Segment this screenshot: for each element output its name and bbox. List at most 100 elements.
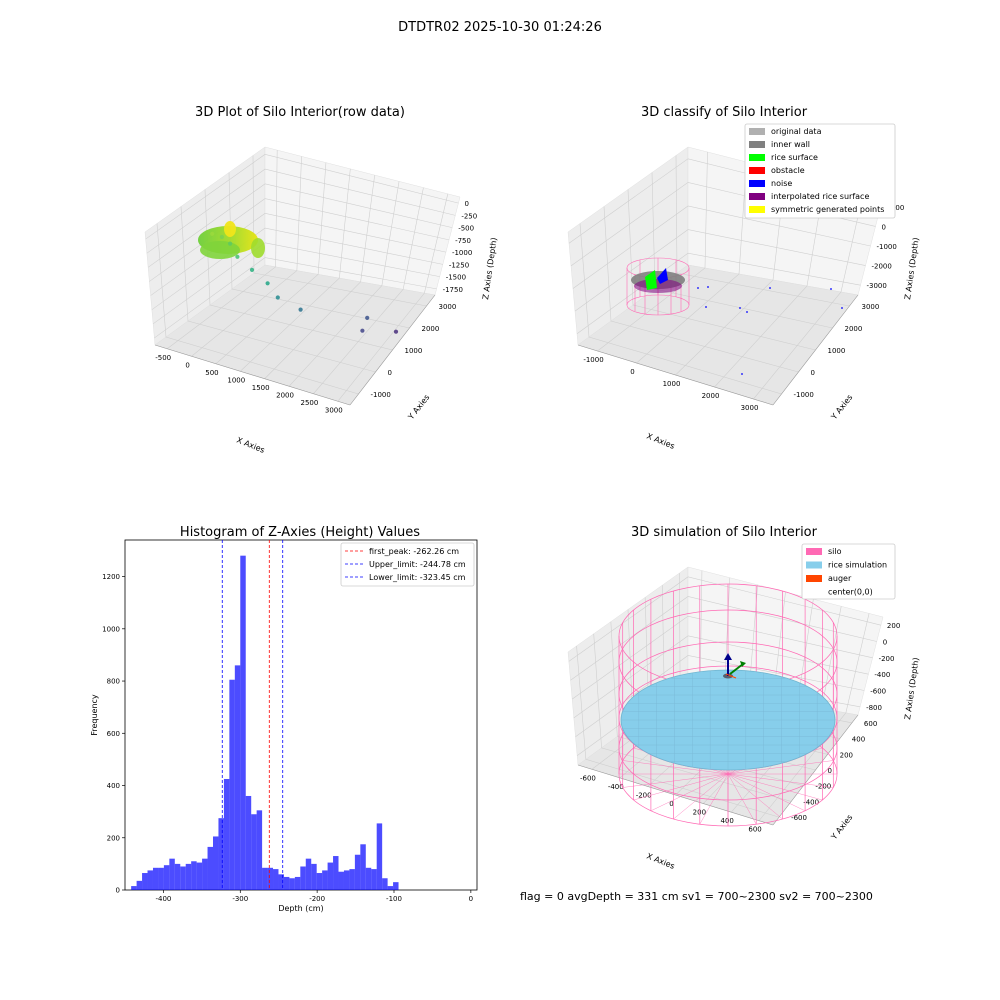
- z-tick-label: -250: [461, 212, 477, 220]
- histogram-bar: [300, 866, 306, 890]
- tick-labels: -400 -300 -200 -100 0 0 200 400 600 800 1000 1200: [102, 573, 473, 903]
- legend-swatch: [749, 180, 765, 187]
- scatter-point: [219, 234, 224, 240]
- silo-spoke: [727, 773, 823, 801]
- grid-line: [146, 168, 456, 254]
- grid-line: [150, 213, 447, 296]
- x-tick-label: 3000: [741, 404, 759, 412]
- z-tick-label: 0: [464, 200, 468, 208]
- y-axis-label: Y Axies: [829, 813, 855, 842]
- grid-line: [149, 198, 450, 282]
- panel-simulation-3d: 3D simulation of Silo Interior -600-400-…: [567, 525, 921, 871]
- legend: original data inner wall rice surface obsta…: [744, 123, 896, 219]
- y-tick-label: 1000: [405, 347, 423, 355]
- z-tick-label: -2000: [872, 263, 892, 271]
- legend-label: first_peak: -262.26 cm: [369, 547, 459, 556]
- y-tick-label: -200: [815, 783, 831, 791]
- histogram-bar: [169, 858, 175, 890]
- x-tick-label: 2500: [301, 399, 319, 407]
- y-tick-label: 1000: [102, 625, 120, 633]
- legend: first_peak: -262.26 cm Upper_limit: -244.…: [340, 542, 475, 587]
- y-tick-label: 1000: [828, 347, 846, 355]
- y-tick-label: 800: [107, 678, 120, 686]
- histogram-bar: [207, 846, 213, 890]
- histogram-bar: [131, 886, 137, 890]
- silo-spoke: [727, 760, 834, 775]
- grid-line: [151, 227, 443, 310]
- grid-line: [571, 615, 873, 700]
- grid-line: [574, 229, 866, 312]
- x-tick-label: -300: [232, 895, 248, 903]
- y-tick-label: 600: [864, 720, 877, 728]
- tick-labels: -600 -400 -200 0 200 400 600 -600 -400 -200 0 200 40…: [580, 622, 900, 834]
- grid-line: [240, 168, 351, 372]
- x-tick-label: 1000: [227, 376, 245, 384]
- z-tick-label: 1000: [887, 204, 905, 212]
- legend-label: auger: [828, 574, 852, 583]
- x-tick-label: 400: [721, 817, 734, 825]
- y-tick-label: 0: [388, 369, 392, 377]
- grid-line: [337, 193, 449, 402]
- x-tick-label: 0: [669, 800, 673, 808]
- grid-line: [313, 187, 424, 394]
- scatter-point: [249, 267, 255, 272]
- x-axis-label: Depth (cm): [278, 904, 323, 913]
- histogram-bar: [382, 878, 388, 890]
- z-tick-label: -1750: [443, 286, 463, 294]
- histogram-bar: [174, 863, 181, 890]
- z-tick-label: -1000: [877, 243, 897, 251]
- histogram-bar: [196, 862, 203, 890]
- z-axis-label: Z Axies (Depth): [481, 237, 499, 300]
- histogram-bar: [376, 823, 383, 890]
- plot-area: [124, 539, 478, 891]
- classified-points: [631, 268, 843, 375]
- x-tick-label: 1500: [252, 384, 270, 392]
- tick-labels: -1000 0 1000 2000 3000 -1000 0 1000 2000 3000 1000…: [583, 204, 904, 412]
- histogram-bar: [393, 882, 399, 890]
- grid-line: [154, 257, 437, 339]
- scatter-point: [235, 254, 240, 259]
- x-tick-label: -200: [309, 895, 325, 903]
- histogram-bar: [136, 880, 143, 890]
- scatter-point: [228, 241, 233, 246]
- scatter-point: [298, 307, 303, 312]
- z-tick-label: -1250: [449, 261, 469, 269]
- histogram-bar: [191, 861, 197, 890]
- z-tick-label: -600: [870, 688, 886, 696]
- z-tick-label: -200: [879, 655, 895, 663]
- histogram-bars: [131, 555, 399, 890]
- histogram-bar: [316, 873, 323, 890]
- legend-label: Lower_limit: -323.45 cm: [369, 573, 466, 582]
- histogram-bar: [185, 863, 192, 890]
- y-axis-label: Frequency: [90, 694, 99, 736]
- x-tick-label: -600: [580, 774, 596, 782]
- silo-spoke: [699, 773, 729, 825]
- silo-spoke: [727, 773, 757, 825]
- y-tick-label: 0: [828, 767, 832, 775]
- y-tick-label: 200: [840, 751, 853, 759]
- grid-line: [228, 172, 410, 329]
- z-tick-label: -500: [458, 225, 474, 233]
- y-tick-label: 400: [852, 736, 865, 744]
- grid-line: [215, 162, 327, 364]
- panel-histogram: Histogram of Z-Axies (Height) Values -40…: [90, 525, 478, 913]
- x-tick-label: 2000: [276, 391, 294, 399]
- x-tick-label: 0: [469, 895, 473, 903]
- histogram-bar: [311, 863, 317, 890]
- grid-line: [191, 156, 302, 357]
- x-tick-label: -200: [636, 791, 652, 799]
- y-tick-label: -400: [803, 798, 819, 806]
- silo-spoke: [622, 760, 729, 775]
- grid-line: [156, 223, 359, 395]
- legend-label: interpolated rice surface: [771, 192, 869, 201]
- x-axis-label: X Axies: [235, 436, 266, 455]
- z-tick-label: 200: [887, 622, 900, 630]
- histogram-bar: [289, 878, 295, 890]
- z-axis-label: Z Axies (Depth): [903, 657, 921, 720]
- scatter-point: [360, 328, 365, 333]
- histogram-bar: [273, 869, 279, 890]
- histogram-bar: [229, 679, 235, 890]
- z-tick-label: -800: [866, 704, 882, 712]
- silo-spoke: [727, 773, 834, 788]
